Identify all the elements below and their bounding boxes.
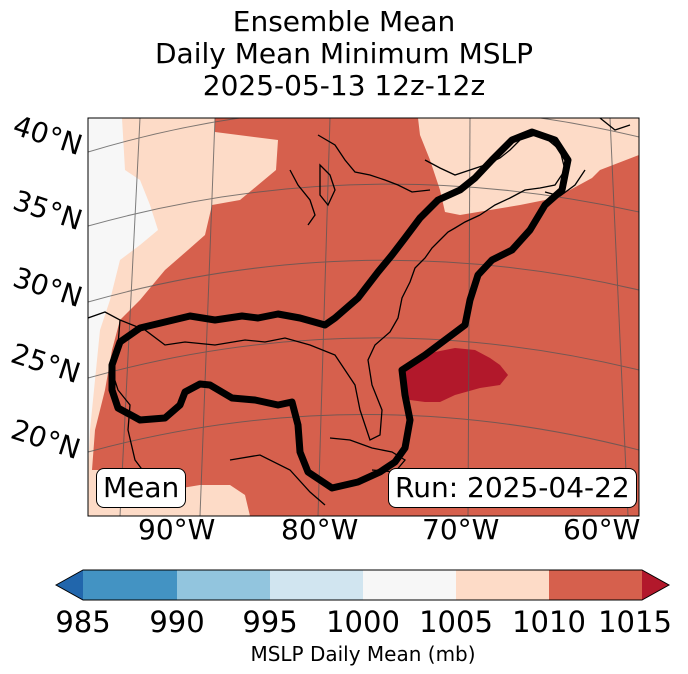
colorbar-extend-low: [56, 570, 83, 600]
title-line-1: Ensemble Mean: [232, 5, 456, 38]
colorbar-tick-985: 985: [55, 605, 111, 639]
colorbar-bin-990: [177, 570, 270, 600]
pressure-field-1005-northeast: [418, 118, 639, 215]
map-frame: [87, 117, 640, 517]
coastlines: [88, 118, 631, 506]
colorbar-tick-995: 995: [242, 605, 298, 639]
pressure-field-1015-atlantic: [400, 348, 508, 402]
colorbar-tick-1000: 1000: [326, 605, 400, 639]
colorbar-bin-985: [83, 570, 177, 600]
colorbar-label: MSLP Daily Mean (mb): [250, 642, 476, 666]
colorbar-tick-1010: 1010: [512, 605, 586, 639]
colorbar-bin-1005: [456, 570, 549, 600]
title-line-3: 2025-05-13 12z-12z: [202, 69, 486, 102]
pressure-field-1000-west: [88, 118, 158, 470]
run-date-box: Run: 2025-04-22: [388, 468, 637, 508]
colorbar-tick-1015: 1015: [598, 605, 672, 639]
lon-label-90: 90°W: [138, 513, 216, 546]
colorbar-bin-1000: [363, 570, 456, 600]
colorbar-bin-1010: [549, 570, 642, 600]
ensemble-mean-contour: [108, 128, 572, 492]
lon-label-60: 60°W: [563, 513, 641, 546]
colorbar-tick-990: 990: [149, 605, 205, 639]
title-line-2: Daily Mean Minimum MSLP: [154, 37, 533, 70]
colorbar-bin-995: [270, 570, 363, 600]
lon-label-80: 80°W: [281, 513, 359, 546]
lon-label-70: 70°W: [422, 513, 500, 546]
mean-box: Mean: [96, 468, 187, 508]
colorbar-tick-1005: 1005: [419, 605, 493, 639]
colorbar-extend-high: [642, 570, 669, 600]
